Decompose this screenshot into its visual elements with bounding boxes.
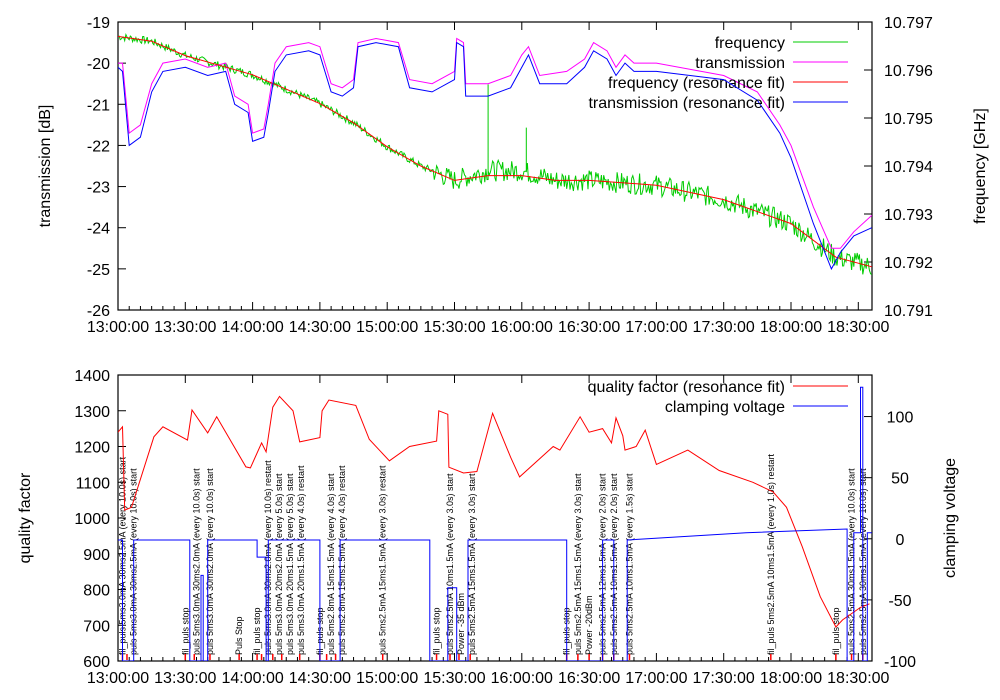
annotation-label: puls 5ms2.5mA 15ms1.5mA (every 3.0s) res… [378,465,388,655]
x-tick-label: 16:00:00 [491,670,553,687]
y2-tick-label: 10.793 [884,207,933,224]
x-tick-label: 15:00:00 [356,670,418,687]
y2-tick-label: 10.792 [884,255,933,272]
x-tick-label: 17:00:00 [625,670,687,687]
legend-label: frequency (resonance fit) [608,75,785,92]
y2-axis-label: clamping voltage [942,458,959,578]
annotation-label: fil_puls 5ms2.5mA 10ms1.5mA (every 1.0s)… [766,453,776,655]
x-tick-label: 18:00:00 [760,670,822,687]
x-tick-label: 13:30:00 [154,319,216,336]
panel-2: 13:00:00 13:30:00 14:00:00 14:30:00 15:00:00… [17,368,959,687]
series-line-transmission [118,37,872,249]
series-line-frequency-resonance-fit- [118,35,872,268]
legend-label: transmission [695,55,785,72]
y-tick-label: -25 [87,262,110,279]
annotation-label: puls 5ms3.0mA 20ms1.5mA (every 5.0s) sta… [285,473,295,655]
series-line-transmission-resonance-fit- [118,41,872,271]
y2-tick-label: 10.796 [884,63,933,80]
x-tick-label: 13:30:00 [154,670,216,687]
y2-tick-label: 10.795 [884,111,933,128]
annotation-label: fil_puls stop [252,607,262,655]
y2-tick-label: 10.791 [884,303,933,320]
legend-label: quality factor (resonance fit) [588,379,785,396]
annotation-label: puls 5ms2.5mA 15ms1.5mA (every 3.0s) sta… [467,473,477,655]
y2-tick-label: 10.794 [884,159,933,176]
x-tick-label: 16:30:00 [558,670,620,687]
annotation-label: puls 5ms3.0mA 30ms2.0mA (every 10.0s) st… [205,468,215,655]
panel-1: 13:00:00 13:30:00 14:00:00 14:30:00 15:00:00… [37,15,989,336]
y-tick-label: 600 [83,654,110,671]
y-tick-label: 800 [83,583,110,600]
x-tick-label: 16:00:00 [491,319,553,336]
annotation-label: puls 5ms3.0mA 30ms2.0mA (every 10.0s) st… [191,468,201,655]
annotation-label: Power -20dBm [584,595,594,655]
y-tick-label: 1200 [74,440,110,457]
legend-label: clamping voltage [665,399,785,416]
y-tick-label: 700 [83,618,110,635]
x-tick-label: 17:30:00 [693,670,755,687]
annotation-label: puls 5ms2.5mA 10ms1.5mA (every 1.5s) sta… [624,473,634,655]
annotation-label: puls 5ms2.8mA 15ms1.5mA (every 4.0s) res… [337,465,347,655]
annotation-label: puls 5ms2.8mA 15ms1.5mA (every 4.0s) sta… [326,473,336,655]
series-line-frequency [118,32,872,275]
x-tick-label: 17:30:00 [693,319,755,336]
y2-tick-label: 50 [891,471,909,488]
y2-tick-label: -100 [884,654,916,671]
y-tick-label: 1400 [74,368,110,385]
y-tick-label: 900 [83,547,110,564]
y-tick-label: -23 [87,180,110,197]
y-tick-label: -20 [87,56,110,73]
annotation-label: Power -35 dBm [456,593,466,655]
x-tick-label: 18:30:00 [827,670,889,687]
series-line-clamping-voltage [118,386,872,661]
x-tick-label: 14:30:00 [289,319,351,336]
annotation-label: Puls Stop [234,616,244,655]
x-tick-label: 15:30:00 [423,319,485,336]
y2-tick-label: 100 [887,410,914,427]
x-tick-label: 15:30:00 [423,670,485,687]
annotation-label: puls 5ms2.5mA 10ms1.5mA (every 3.0s) sta… [445,473,455,655]
x-tick-label: 18:00:00 [760,319,822,336]
x-tick-label: 13:00:00 [87,670,149,687]
y-axis-label: transmission [dB] [37,105,54,228]
x-tick-label: 15:00:00 [356,319,418,336]
annotation-label: fil_puls stop [432,607,442,655]
y2-tick-label: 0 [896,532,905,549]
annotation-label: puls 5ms3.0mA 20ms2.0mA (every 5.0s) sta… [274,473,284,655]
y-tick-label: -26 [87,303,110,320]
x-tick-label: 18:30:00 [827,319,889,336]
y-tick-label: -22 [87,138,110,155]
x-tick-label: 16:30:00 [558,319,620,336]
y-tick-label: -24 [87,221,110,238]
y-tick-label: -19 [87,15,110,32]
series-line-quality-factor-resonance-fit- [118,395,870,628]
annotation-label: fil_puls stop [180,607,190,655]
x-tick-label: 13:00:00 [87,319,149,336]
legend-label: frequency [715,35,785,52]
y-axis-label: quality factor [17,472,34,563]
y2-tick-label: -50 [888,593,911,610]
y2-axis-label: frequency [GHz] [972,108,989,224]
annotation-label: puls 5ms3.0mA 20ms1.5mA (every 4.0s) res… [296,465,306,655]
y-tick-label: -21 [87,97,110,114]
x-tick-label: 17:00:00 [625,319,687,336]
y-tick-label: 1100 [76,475,111,492]
annotation-label: fil_puls stop [831,607,841,655]
annotation-label: puls 5ms2.5mA 30ms1.5mA (every 10.0s) st… [847,468,857,655]
annotation-label: puls 5ms2.5mA 15ms1.5mA (every 3.0s) sta… [573,473,583,655]
x-tick-label: 14:00:00 [221,319,283,336]
y-tick-label: 1000 [74,511,110,528]
x-tick-label: 14:00:00 [221,670,283,687]
y-tick-label: 1300 [74,404,110,421]
legend-label: transmission (resonance fit) [588,95,785,112]
y2-tick-label: 10.797 [884,15,933,32]
x-tick-label: 14:30:00 [289,670,351,687]
